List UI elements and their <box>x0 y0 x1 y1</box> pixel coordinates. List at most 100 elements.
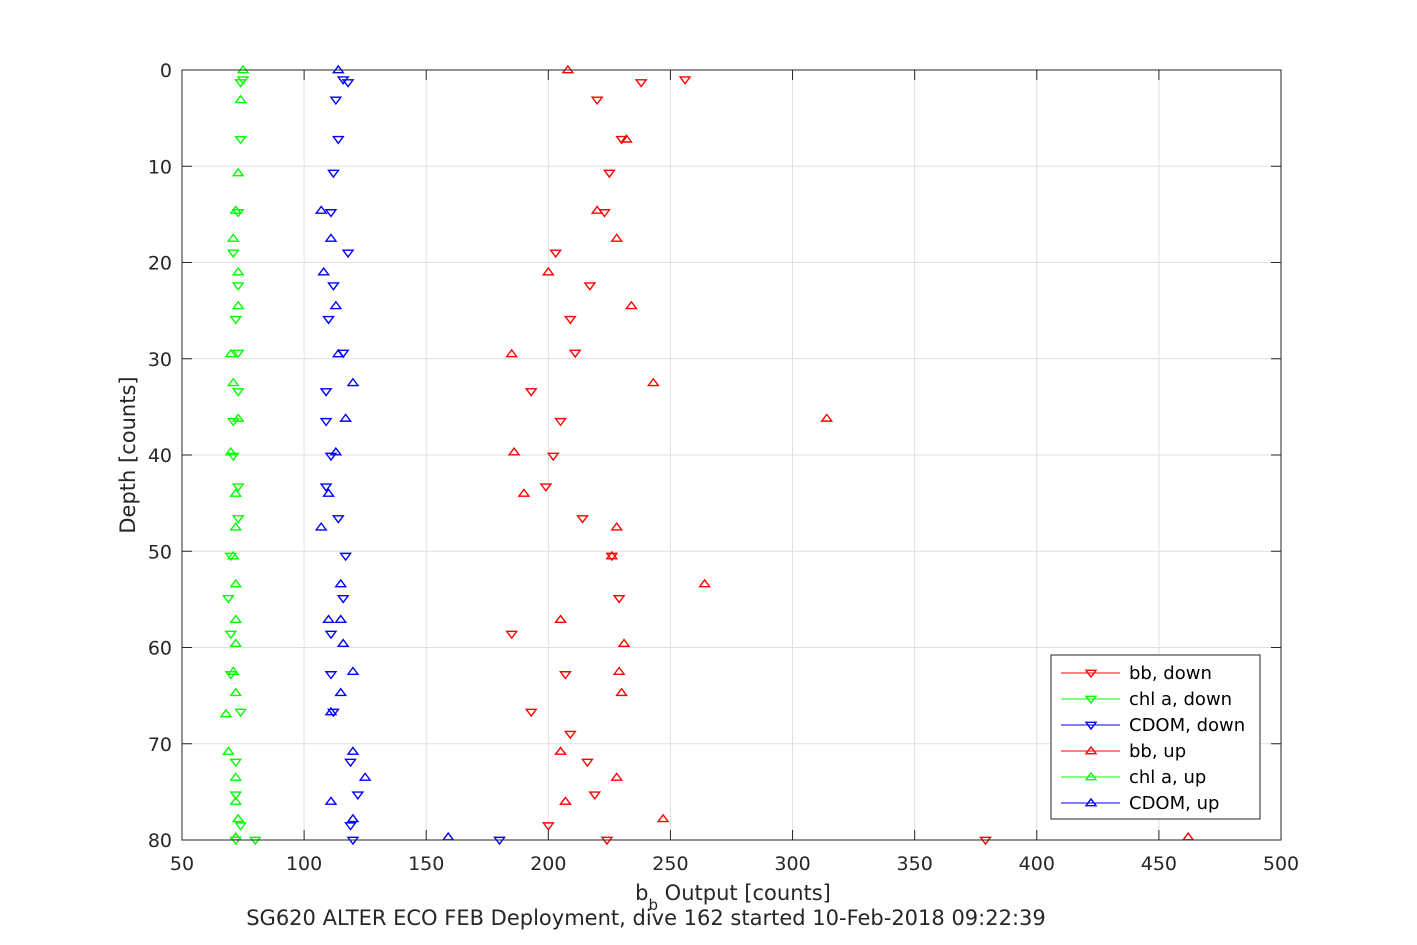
data-point <box>231 515 245 524</box>
data-point <box>563 315 577 325</box>
x-tick-label: 400 <box>1019 853 1055 875</box>
data-point <box>327 708 340 718</box>
data-point <box>234 135 248 145</box>
data-point <box>581 758 594 768</box>
data-point <box>358 772 372 781</box>
data-point <box>219 708 233 718</box>
data-point <box>226 666 240 675</box>
data-point <box>588 791 602 800</box>
x-tick-label: 50 <box>170 853 194 875</box>
data-point <box>334 687 348 697</box>
data-point <box>549 249 563 259</box>
data-point <box>222 746 235 755</box>
data-points <box>219 64 1195 846</box>
data-point <box>541 266 555 276</box>
data-point <box>346 836 360 846</box>
data-point <box>610 233 624 242</box>
data-point <box>346 377 360 387</box>
data-point <box>226 233 240 242</box>
data-point <box>617 638 631 648</box>
data-point <box>334 578 348 588</box>
x-tick-label: 200 <box>530 853 566 875</box>
data-point <box>314 521 328 531</box>
data-point <box>339 413 353 422</box>
data-point <box>231 813 245 823</box>
data-point <box>327 282 340 291</box>
data-point <box>229 796 243 805</box>
data-point <box>229 521 243 531</box>
data-point <box>229 488 243 497</box>
data-point <box>612 666 626 675</box>
data-point <box>234 94 248 104</box>
data-point <box>590 96 604 106</box>
data-point <box>331 348 345 358</box>
legend-label: chl a, up <box>1129 767 1206 788</box>
data-point <box>610 772 624 781</box>
y-tick-label: 50 <box>148 541 172 563</box>
data-point <box>231 413 245 422</box>
data-point <box>546 452 560 462</box>
data-point <box>324 209 338 218</box>
data-point <box>229 836 243 846</box>
data-point <box>517 488 531 497</box>
series-3 <box>505 64 1195 841</box>
data-point <box>317 266 331 276</box>
x-tick-label: 350 <box>897 853 933 875</box>
data-point <box>615 687 628 697</box>
data-point <box>344 822 357 831</box>
data-point <box>334 614 348 623</box>
data-point <box>319 483 333 492</box>
data-point <box>231 167 245 177</box>
data-point <box>319 417 333 427</box>
data-point <box>351 791 365 800</box>
data-point <box>229 687 243 697</box>
y-tick-label: 80 <box>148 830 172 852</box>
x-tick-label: 100 <box>286 853 322 875</box>
legend-marker <box>1084 669 1098 679</box>
data-point <box>339 552 353 562</box>
x-tick-label: 300 <box>774 853 810 875</box>
data-point <box>624 300 638 310</box>
data-point <box>229 614 243 623</box>
data-point <box>524 388 538 397</box>
data-point <box>222 595 235 604</box>
data-point <box>341 79 355 88</box>
data-point <box>231 388 245 397</box>
data-point <box>539 483 553 492</box>
data-point <box>583 282 597 291</box>
data-point <box>820 413 834 422</box>
data-point <box>324 706 338 716</box>
legend-label: bb, down <box>1129 663 1212 684</box>
series-0 <box>505 76 992 846</box>
data-point <box>979 836 992 846</box>
legend: bb, down chl a, down CDOM, down bb, up chl a… <box>1050 654 1261 820</box>
data-point <box>224 552 238 562</box>
data-point <box>541 822 555 831</box>
data-point <box>563 730 577 740</box>
data-point <box>319 388 333 397</box>
series-2 <box>319 76 506 846</box>
data-point <box>324 796 338 805</box>
data-point <box>248 836 262 846</box>
data-point <box>324 671 338 680</box>
data-point <box>610 521 624 531</box>
data-point <box>612 595 626 604</box>
data-point <box>324 233 338 242</box>
data-point <box>605 552 619 562</box>
legend-label: CDOM, up <box>1129 793 1219 814</box>
data-point <box>346 746 360 755</box>
data-point <box>224 630 238 640</box>
data-point <box>568 349 582 359</box>
data-point <box>554 614 567 623</box>
data-point <box>346 666 360 675</box>
data-point <box>224 446 238 456</box>
data-point <box>336 638 350 648</box>
y-tick-label: 10 <box>148 156 172 178</box>
y-tick-label: 20 <box>148 253 172 275</box>
data-point <box>559 796 572 805</box>
data-point <box>698 578 712 588</box>
data-point <box>331 515 345 524</box>
data-point <box>229 315 243 325</box>
data-point <box>322 315 335 325</box>
data-point <box>229 205 243 214</box>
